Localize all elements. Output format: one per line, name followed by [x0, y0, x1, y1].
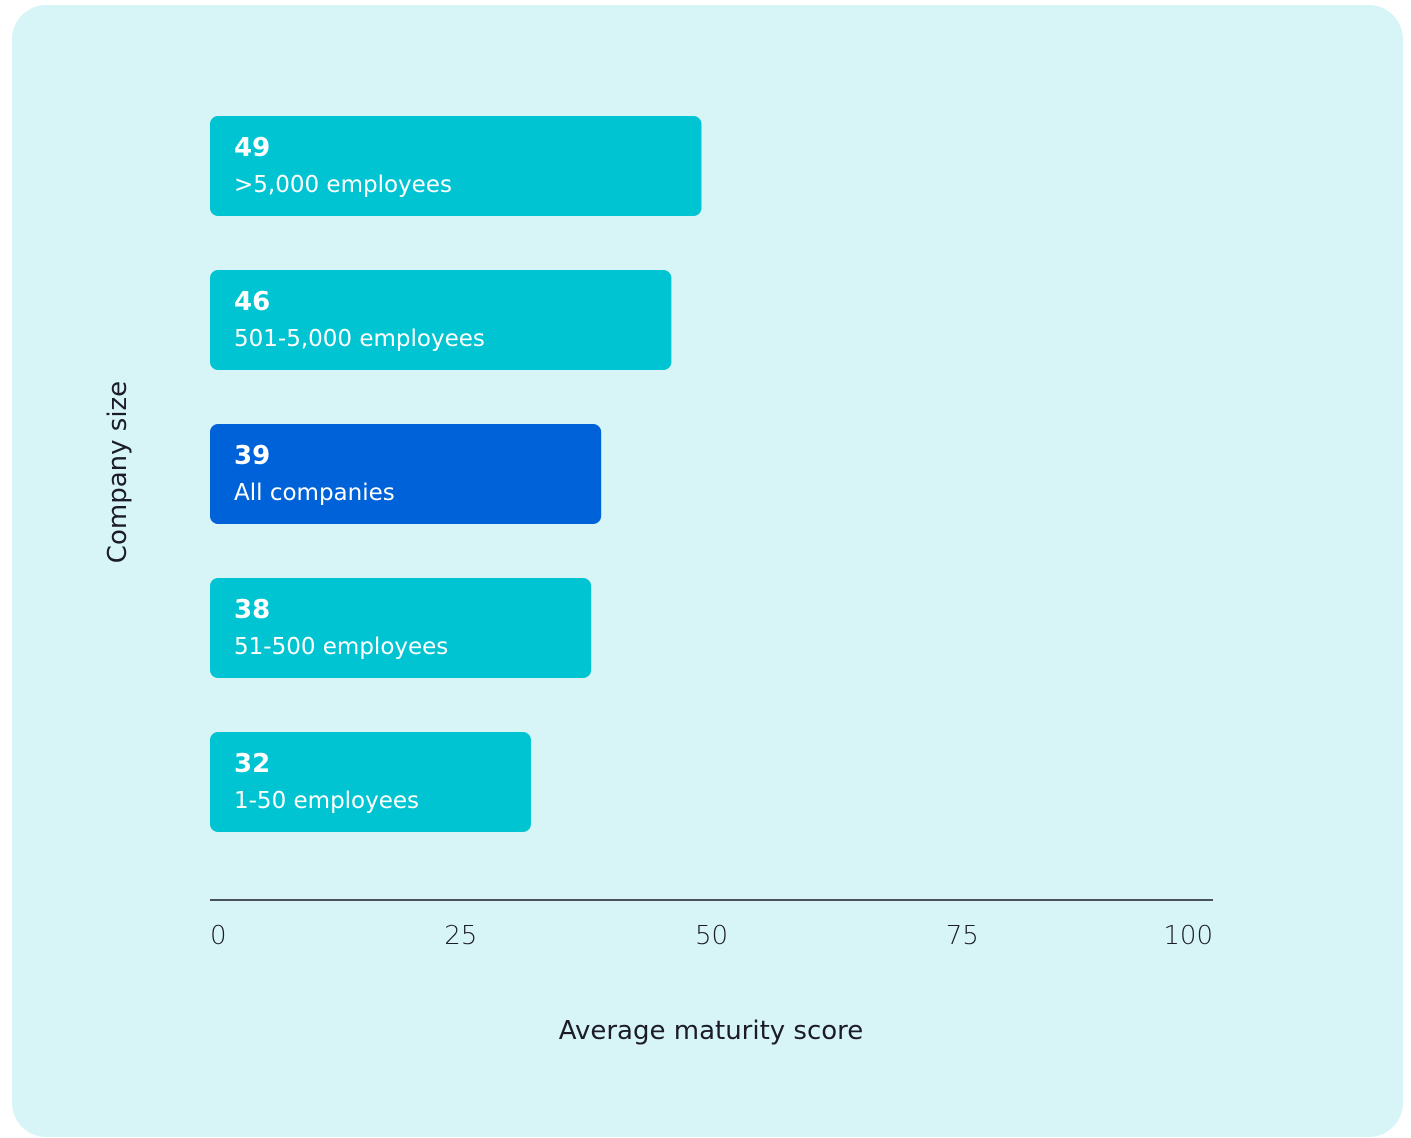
- bar-group: 32 1-50 employees: [210, 732, 531, 832]
- x-tick-label: 100: [1163, 921, 1213, 951]
- bar-group: 38 51-500 employees: [210, 578, 592, 678]
- bar-category-label: 501-5,000 employees: [234, 326, 485, 352]
- bar-group: 49 >5,000 employees: [210, 116, 702, 216]
- bar: [210, 578, 592, 678]
- x-tick-label: 50: [695, 921, 728, 951]
- bar-value-label: 46: [234, 287, 270, 317]
- bar-value-label: 49: [234, 133, 270, 163]
- x-tick-label: 0: [210, 921, 227, 951]
- x-tick-label: 25: [444, 921, 477, 951]
- y-axis-title: Company size: [103, 381, 133, 563]
- x-tick-labels: 0 25 50 75 100: [210, 921, 1213, 951]
- bar-value-label: 38: [234, 595, 270, 625]
- bars-layer: 49 >5,000 employees 46 501-5,000 employees 3…: [210, 116, 702, 832]
- x-tick-label: 75: [946, 921, 979, 951]
- bar-category-label: All companies: [234, 480, 395, 506]
- bar-group: 39 All companies: [210, 424, 602, 524]
- bar-category-label: >5,000 employees: [234, 172, 452, 198]
- x-axis-title: Average maturity score: [559, 1016, 864, 1046]
- bar: [210, 424, 602, 524]
- bar-value-label: 32: [234, 749, 270, 779]
- bar-group: 46 501-5,000 employees: [210, 270, 672, 370]
- bar-category-label: 1-50 employees: [234, 788, 419, 814]
- bar: [210, 732, 531, 832]
- bar: [210, 116, 702, 216]
- bar-value-label: 39: [234, 441, 270, 471]
- bar-category-label: 51-500 employees: [234, 634, 448, 660]
- bar: [210, 270, 672, 370]
